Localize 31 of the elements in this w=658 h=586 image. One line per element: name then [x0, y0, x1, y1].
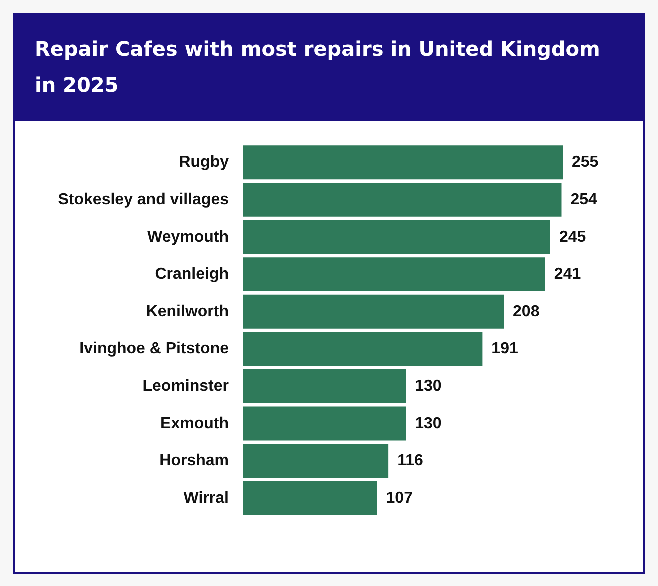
data-label: 191	[492, 340, 518, 358]
data-label: 130	[415, 415, 442, 432]
y-tick-label: Wirral	[184, 490, 229, 507]
data-label: 255	[572, 154, 599, 172]
bar	[243, 146, 563, 180]
y-tick-label: Horsham	[160, 452, 229, 470]
bar	[243, 258, 546, 292]
y-tick-label: Weymouth	[148, 228, 229, 246]
data-label: 254	[570, 191, 598, 208]
bar	[243, 220, 550, 254]
data-label: 208	[513, 303, 540, 320]
data-label: 241	[554, 266, 582, 284]
y-tick-label: Stokesley and villages	[58, 191, 230, 208]
y-tick-label: Kenilworth	[146, 303, 229, 320]
data-label: 245	[559, 228, 586, 246]
bar	[243, 369, 406, 404]
data-label: 130	[415, 378, 442, 395]
bar	[243, 406, 406, 441]
y-tick-label: Cranleigh	[155, 266, 229, 284]
y-tick-label: Leominster	[142, 378, 229, 395]
data-label: 116	[398, 452, 424, 470]
chart-title: Repair Cafes with most repairs in United Kingdom in 2025	[15, 15, 643, 121]
bar	[243, 481, 378, 516]
bar	[243, 294, 504, 329]
y-tick-label: Exmouth	[160, 415, 229, 432]
y-tick-label: Rugby	[179, 154, 230, 172]
data-label: 107	[386, 490, 414, 507]
bar	[243, 332, 483, 366]
bar	[243, 182, 562, 217]
bar	[243, 444, 389, 478]
y-tick-label: Ivinghoe & Pitstone	[80, 340, 230, 358]
